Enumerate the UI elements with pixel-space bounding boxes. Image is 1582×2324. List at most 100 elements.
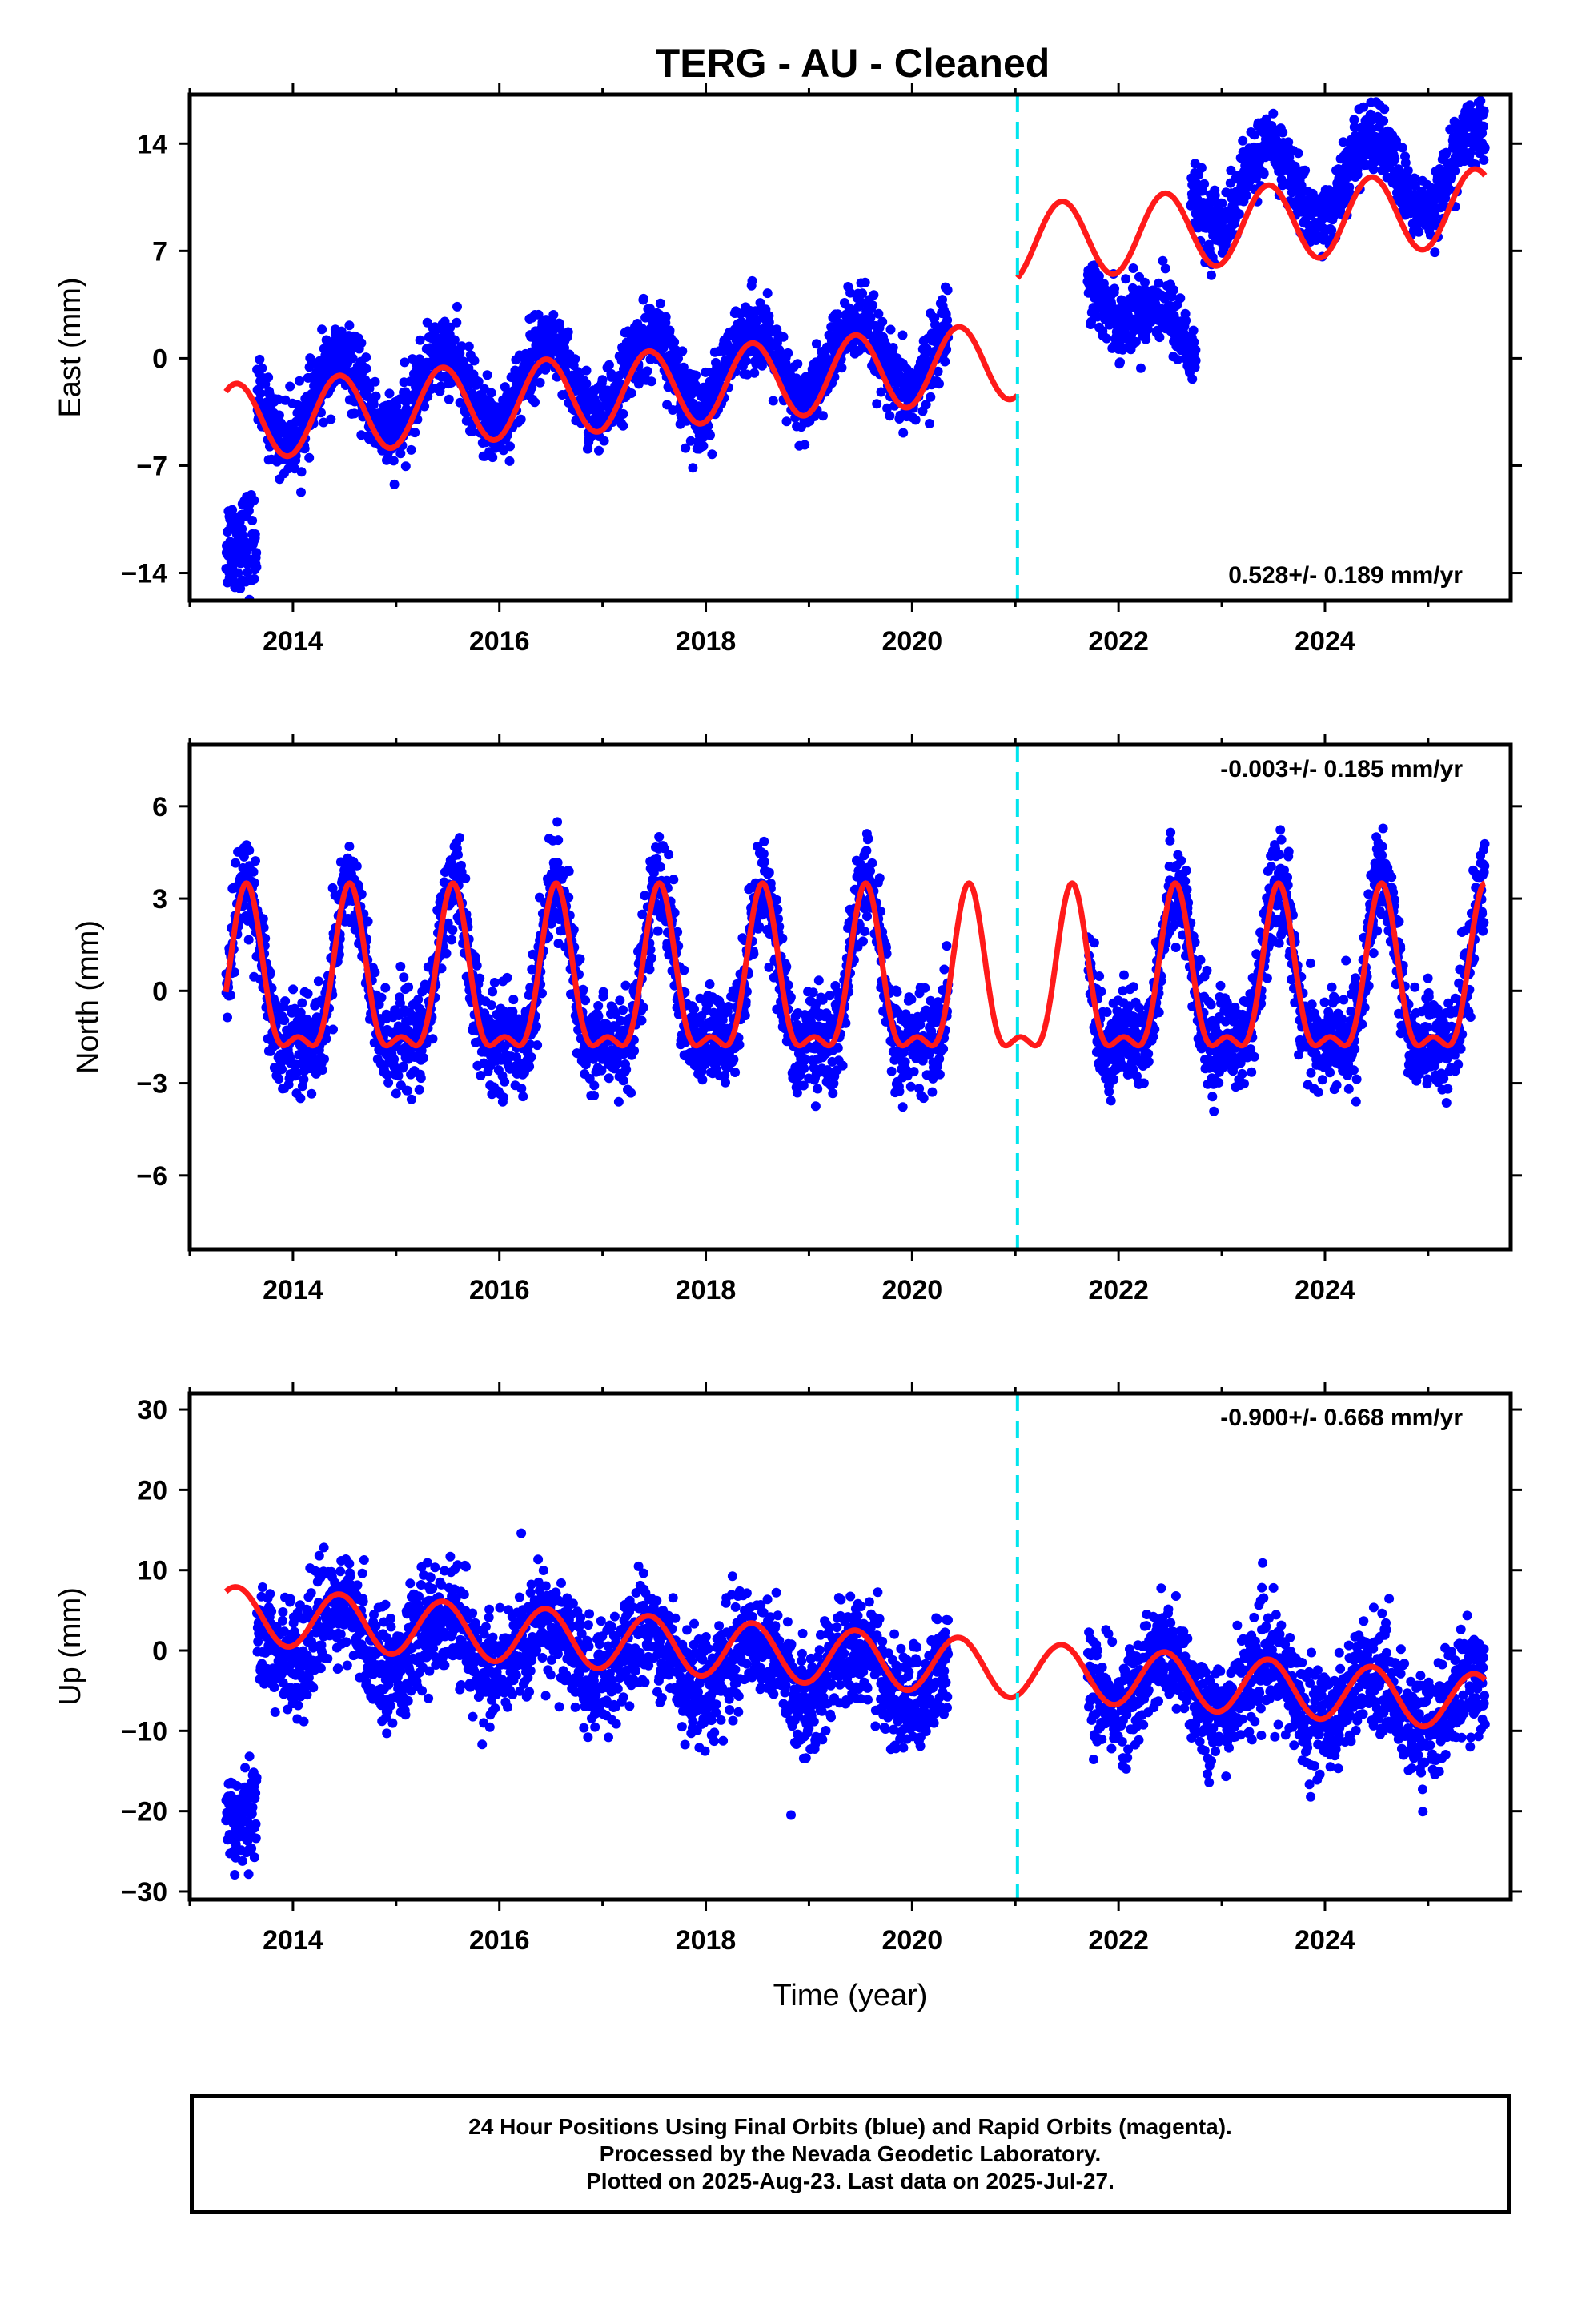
data-point — [1191, 345, 1201, 355]
data-point — [486, 1000, 496, 1011]
east-plot-frame — [187, 92, 1513, 603]
data-point — [873, 308, 884, 319]
data-point — [251, 562, 262, 573]
data-point — [869, 290, 879, 300]
data-point — [1263, 81, 1273, 90]
data-point — [1241, 191, 1251, 201]
data-point — [876, 387, 886, 397]
data-point — [811, 339, 821, 349]
data-point — [598, 987, 608, 997]
data-point — [564, 866, 574, 876]
east-model-curve — [1015, 166, 1488, 280]
data-point — [321, 1034, 331, 1044]
data-point — [498, 1092, 508, 1103]
data-point — [251, 548, 262, 558]
data-point — [257, 363, 267, 373]
data-point — [251, 856, 260, 866]
data-point — [1465, 100, 1475, 111]
data-point — [396, 448, 406, 459]
data-point — [243, 567, 253, 577]
y-tick-label: −7 — [136, 451, 167, 481]
data-point — [594, 445, 604, 456]
data-point — [258, 914, 268, 924]
data-point — [1414, 227, 1424, 237]
data-point — [249, 495, 259, 505]
data-point — [356, 889, 367, 899]
x-tick-label: 2020 — [882, 626, 943, 657]
data-point — [396, 961, 406, 971]
data-point — [376, 992, 387, 1003]
data-point — [633, 379, 644, 389]
data-point — [581, 379, 592, 389]
x-tick-label: 2024 — [1295, 626, 1355, 657]
data-point — [516, 1084, 527, 1094]
data-point — [1207, 270, 1216, 280]
data-point — [1175, 293, 1186, 304]
data-point — [1181, 316, 1191, 326]
data-point — [910, 415, 921, 425]
data-point — [793, 359, 803, 369]
data-point — [436, 963, 447, 974]
data-point — [877, 316, 888, 327]
y-tick-label: 14 — [137, 129, 167, 159]
data-point — [307, 1088, 317, 1099]
data-point — [406, 1094, 416, 1104]
data-point — [1188, 325, 1199, 336]
data-point — [638, 1003, 648, 1013]
data-point — [942, 315, 953, 325]
data-point — [1444, 184, 1455, 195]
data-point — [410, 428, 420, 438]
data-point — [1115, 357, 1125, 368]
data-point — [297, 998, 307, 1008]
data-point — [1409, 173, 1419, 183]
data-point — [530, 397, 540, 408]
data-point — [361, 352, 371, 363]
data-point — [1154, 332, 1165, 343]
data-point — [469, 356, 480, 366]
data-point — [689, 1004, 699, 1015]
data-point — [1352, 169, 1363, 179]
data-point — [263, 372, 274, 383]
data-point — [475, 973, 485, 983]
data-point — [679, 965, 689, 975]
data-point — [1210, 190, 1220, 200]
data-point — [532, 1040, 543, 1051]
data-point — [1400, 158, 1411, 168]
data-point — [749, 368, 760, 378]
data-point — [664, 850, 674, 860]
data-point — [669, 337, 680, 348]
data-point — [646, 953, 656, 963]
data-point — [488, 987, 498, 997]
data-point — [1468, 62, 1478, 71]
data-point — [618, 408, 628, 419]
data-point — [226, 990, 235, 1000]
data-point — [448, 925, 458, 935]
data-point — [691, 370, 701, 380]
data-point — [837, 363, 847, 373]
data-point — [589, 1091, 600, 1100]
data-point — [705, 430, 715, 440]
data-point — [940, 356, 950, 367]
data-point — [488, 452, 498, 463]
data-point — [398, 1061, 408, 1072]
data-point — [570, 354, 580, 364]
data-point — [1367, 123, 1377, 134]
data-point — [371, 391, 381, 401]
data-point — [361, 364, 371, 374]
data-point — [399, 972, 409, 983]
data-point — [1250, 130, 1260, 140]
data-point — [781, 416, 792, 427]
data-point — [800, 440, 810, 450]
data-point — [615, 995, 625, 1006]
data-point — [548, 310, 559, 320]
data-point — [482, 370, 492, 380]
data-point — [1259, 169, 1269, 179]
data-point — [898, 428, 909, 438]
data-point — [1128, 263, 1138, 273]
data-point — [942, 285, 953, 296]
data-point — [291, 1068, 302, 1078]
data-point — [688, 463, 698, 473]
x-tick-label: 2016 — [469, 626, 530, 657]
data-point — [833, 309, 843, 320]
